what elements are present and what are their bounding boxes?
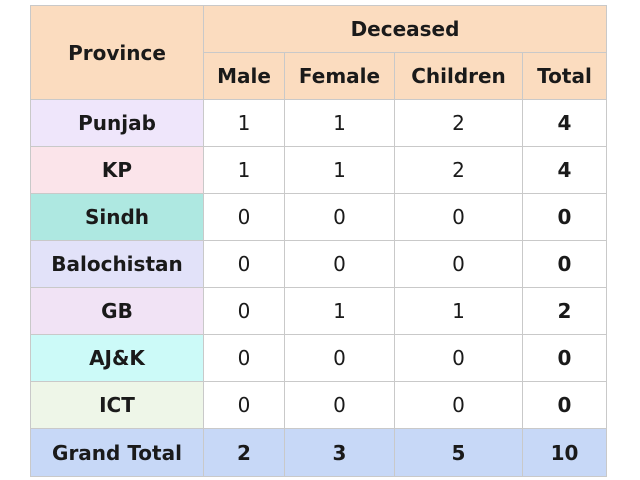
female-header: Female [284, 52, 395, 100]
grand-total-label: Grand Total [30, 428, 204, 477]
children-cell: 0 [394, 193, 523, 241]
male-cell: 0 [203, 193, 285, 241]
female-cell: 0 [284, 240, 395, 288]
children-cell: 2 [394, 99, 523, 147]
province-cell: ICT [30, 381, 204, 429]
table-row: ICT 0 0 0 0 [30, 381, 607, 429]
total-cell: 0 [522, 381, 607, 429]
total-cell: 2 [522, 287, 607, 335]
total-cell: 0 [522, 240, 607, 288]
province-cell: KP [30, 146, 204, 194]
grand-total-total: 10 [522, 428, 607, 477]
total-cell: 0 [522, 334, 607, 382]
male-cell: 0 [203, 287, 285, 335]
total-header: Total [522, 52, 607, 100]
total-cell: 0 [522, 193, 607, 241]
male-cell: 0 [203, 381, 285, 429]
province-header: Province [30, 5, 204, 100]
table-row: GB 0 1 1 2 [30, 287, 607, 335]
children-cell: 0 [394, 334, 523, 382]
grand-total-female: 3 [284, 428, 395, 477]
province-cell: Sindh [30, 193, 204, 241]
province-cell: AJ&K [30, 334, 204, 382]
female-cell: 0 [284, 334, 395, 382]
female-cell: 0 [284, 193, 395, 241]
province-cell: Punjab [30, 99, 204, 147]
deceased-header: Deceased [203, 5, 607, 53]
male-header: Male [203, 52, 285, 100]
male-cell: 1 [203, 146, 285, 194]
province-cell: GB [30, 287, 204, 335]
children-cell: 0 [394, 381, 523, 429]
province-cell: Balochistan [30, 240, 204, 288]
children-cell: 0 [394, 240, 523, 288]
grand-total-children: 5 [394, 428, 523, 477]
female-cell: 1 [284, 287, 395, 335]
female-cell: 1 [284, 146, 395, 194]
table-row: Sindh 0 0 0 0 [30, 193, 607, 241]
table-row: AJ&K 0 0 0 0 [30, 334, 607, 382]
children-header: Children [394, 52, 523, 100]
children-cell: 1 [394, 287, 523, 335]
table-row: KP 1 1 2 4 [30, 146, 607, 194]
male-cell: 0 [203, 240, 285, 288]
table-row: Punjab 1 1 2 4 [30, 99, 607, 147]
deceased-table: Province Deceased Male Female Children T… [30, 5, 607, 477]
male-cell: 0 [203, 334, 285, 382]
female-cell: 0 [284, 381, 395, 429]
total-cell: 4 [522, 146, 607, 194]
female-cell: 1 [284, 99, 395, 147]
table-row: Balochistan 0 0 0 0 [30, 240, 607, 288]
grand-total-male: 2 [203, 428, 285, 477]
male-cell: 1 [203, 99, 285, 147]
total-cell: 4 [522, 99, 607, 147]
children-cell: 2 [394, 146, 523, 194]
grand-total-row: Grand Total 2 3 5 10 [30, 428, 607, 477]
